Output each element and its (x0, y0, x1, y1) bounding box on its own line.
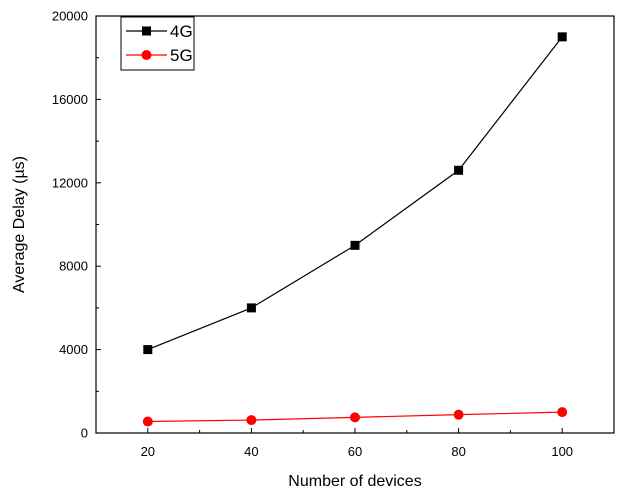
y-tick-label: 4000 (59, 342, 88, 357)
data-point-5G (350, 412, 360, 423)
plot-area (142, 32, 568, 427)
data-point-4G (557, 32, 567, 42)
data-point-5G (557, 407, 568, 418)
x-tick-label: 40 (244, 444, 258, 459)
legend-label-4G: 4G (170, 22, 193, 41)
data-point-4G (143, 345, 153, 355)
x-tick-label: 20 (141, 444, 155, 459)
data-point-4G (454, 165, 464, 175)
data-point-5G (142, 416, 153, 427)
data-point-5G (453, 409, 464, 420)
legend-box (120, 16, 195, 71)
x-axis-title: Number of devices (288, 473, 421, 489)
y-tick-label: 0 (81, 426, 88, 441)
y-tick-label: 16000 (52, 92, 88, 107)
legend-marker-5G (141, 50, 152, 60)
data-point-5G (246, 415, 257, 426)
y-tick-label: 12000 (52, 175, 88, 190)
legend-label-5G: 5G (170, 46, 193, 65)
x-tick-label: 80 (451, 444, 465, 459)
x-tick-label: 60 (348, 444, 362, 459)
data-point-4G (246, 303, 256, 313)
plot-frame (95, 15, 615, 434)
series-line-4G (147, 36, 563, 351)
y-tick-label: 20000 (52, 9, 88, 24)
legend-marker-4G (142, 26, 151, 36)
y-tick-label: 8000 (59, 259, 88, 274)
y-axis-title: Average Delay (µs) (11, 156, 28, 293)
x-tick-label: 100 (551, 444, 573, 459)
axes: 0 4000 8000 12000 16000 20000 20 40 60 80 100 (52, 9, 615, 459)
data-point-4G (350, 240, 360, 250)
